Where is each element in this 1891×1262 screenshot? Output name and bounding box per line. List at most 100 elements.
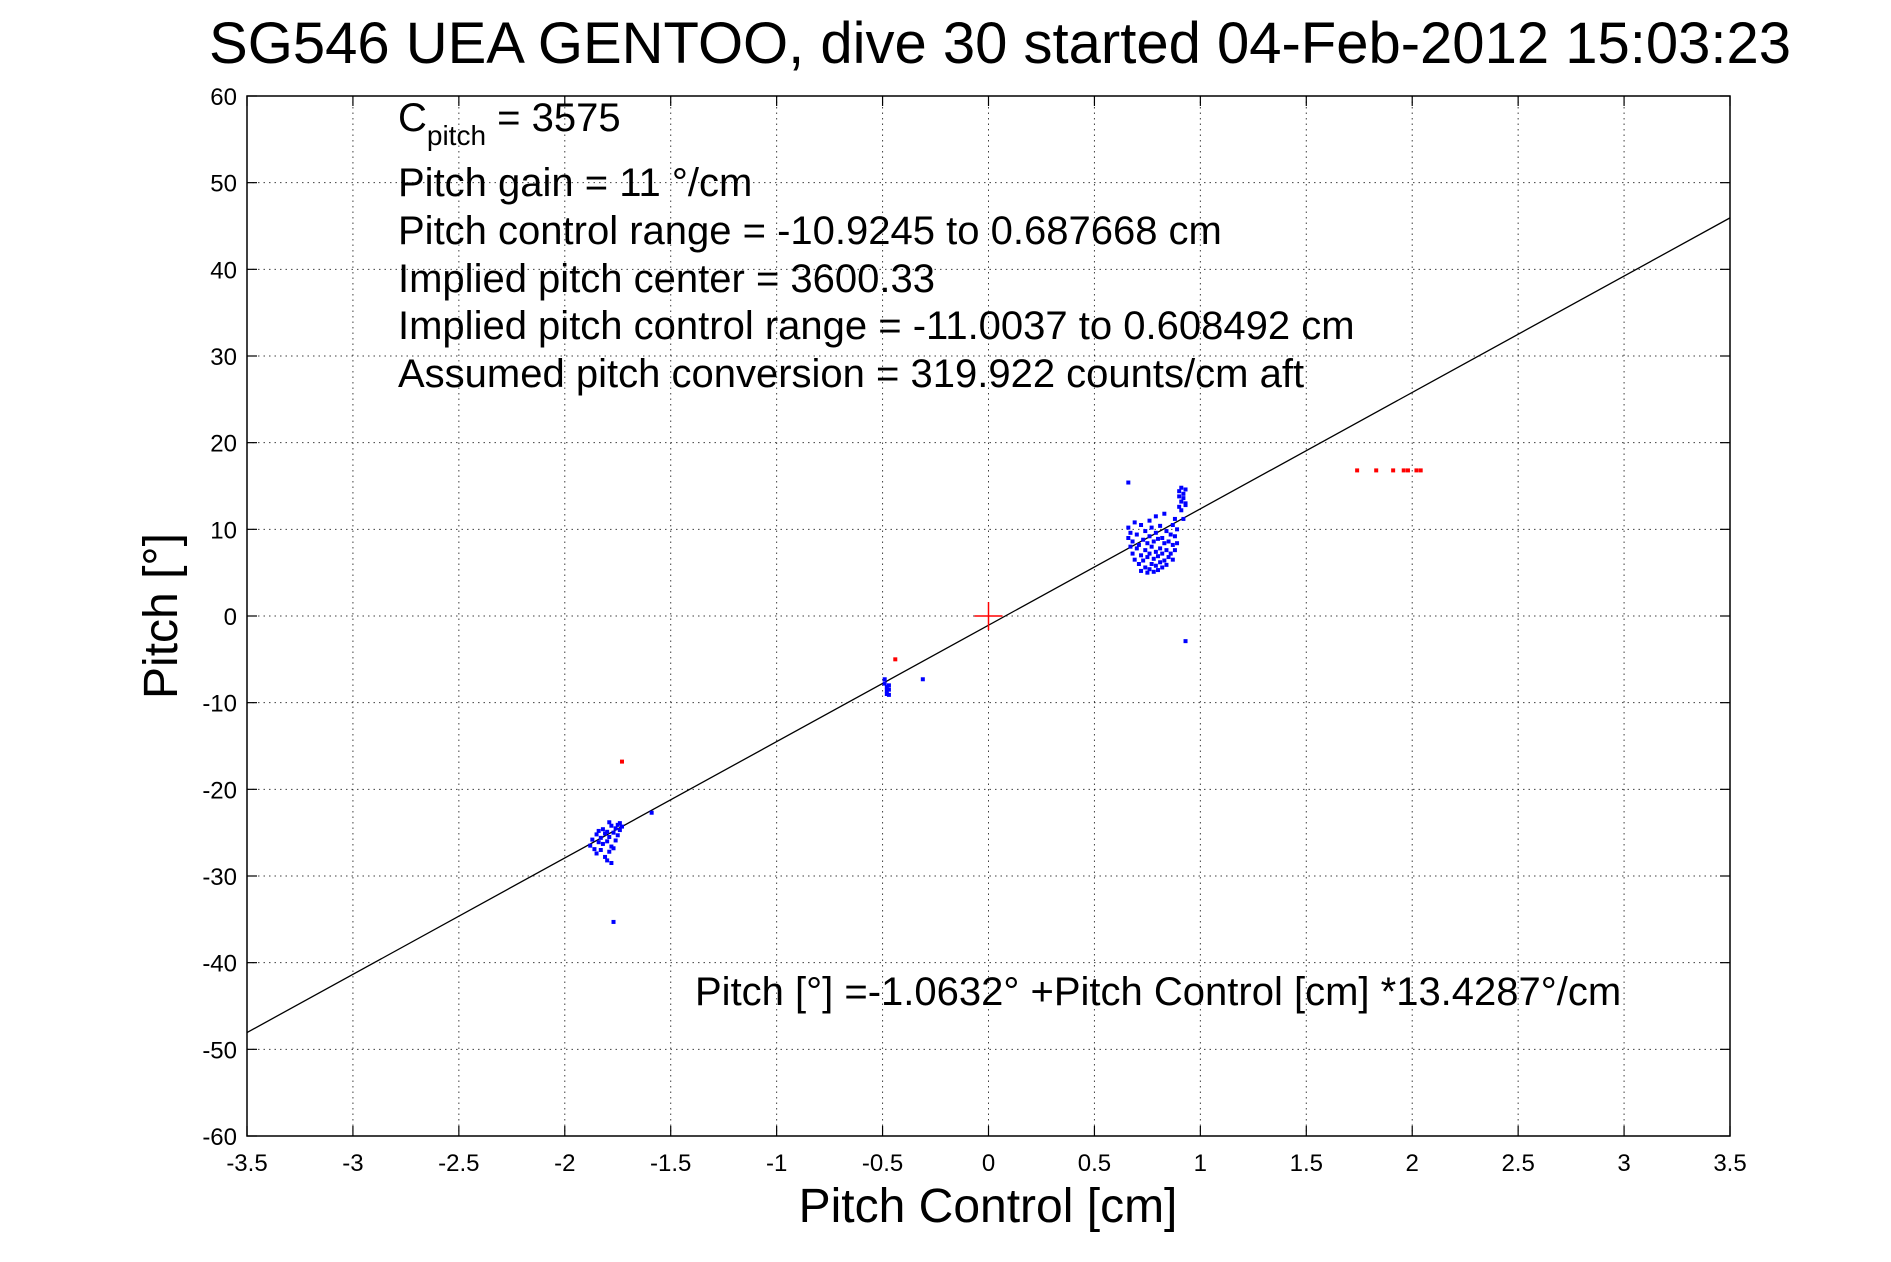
data-point [1134, 546, 1139, 551]
data-point [1136, 562, 1141, 566]
annotation-implied-range: Implied pitch control range = -11.0037 t… [398, 304, 1355, 348]
data-point [1149, 562, 1154, 566]
data-point [1181, 516, 1186, 521]
data-point [1183, 487, 1188, 492]
data-point [607, 849, 612, 854]
data-point [1145, 570, 1150, 575]
data-point [1151, 539, 1156, 544]
data-point [1179, 485, 1184, 490]
data-point [1170, 542, 1175, 547]
data-point [882, 681, 887, 686]
data-point [596, 828, 601, 833]
data-point [607, 820, 612, 825]
data-point [603, 831, 608, 836]
data-point [1155, 568, 1160, 573]
annotation-c-pitch-main: C [398, 96, 427, 140]
data-point [1153, 549, 1158, 554]
x-tick-label: -2.5 [438, 1150, 479, 1177]
data-point [1162, 558, 1167, 563]
data-point [1175, 527, 1180, 532]
data-point [603, 854, 608, 859]
x-tick-label: 0.5 [1078, 1150, 1111, 1177]
data-point [1160, 565, 1165, 570]
y-tick-label: 20 [210, 431, 237, 458]
data-point [886, 687, 891, 692]
data-point [1391, 468, 1396, 473]
data-point [1130, 551, 1135, 556]
data-point [605, 858, 610, 863]
data-point [609, 844, 614, 849]
x-tick-label: 1.5 [1290, 1150, 1323, 1177]
data-point [1160, 536, 1165, 540]
x-tick-label: -1.5 [650, 1150, 691, 1177]
y-tick-label: -10 [202, 691, 237, 718]
data-point [617, 821, 622, 826]
data-point [1170, 523, 1175, 527]
data-point [1128, 544, 1133, 549]
data-point [605, 839, 610, 844]
data-point [590, 837, 595, 842]
data-point [1136, 542, 1141, 547]
data-point [1153, 563, 1158, 568]
data-point [1179, 499, 1184, 504]
data-point [1181, 491, 1186, 496]
data-point [1162, 511, 1167, 516]
data-point [1158, 523, 1163, 528]
data-point [1414, 468, 1419, 473]
x-tick-label: -3.5 [226, 1150, 267, 1177]
data-point [1172, 516, 1177, 521]
data-point [884, 688, 889, 693]
data-point [1147, 534, 1152, 539]
data-point [1132, 520, 1137, 525]
data-point [884, 685, 889, 690]
data-point [886, 692, 891, 697]
data-point [1166, 555, 1171, 560]
data-point [1126, 536, 1131, 540]
data-point [1143, 529, 1148, 534]
data-point [1143, 565, 1148, 570]
y-tick-label: -40 [202, 951, 237, 978]
data-point [1164, 529, 1169, 534]
y-tick-label: 50 [210, 171, 237, 198]
data-point [1139, 553, 1144, 558]
x-tick-label: 2.5 [1501, 1150, 1534, 1177]
data-point [1130, 539, 1135, 544]
data-point [1418, 468, 1423, 473]
x-tick-label: 1 [1194, 1150, 1207, 1177]
x-tick-label: -1 [766, 1150, 787, 1177]
data-point [1160, 551, 1165, 556]
data-point [1149, 525, 1154, 530]
data-point [611, 919, 616, 924]
data-point [1151, 569, 1156, 574]
annotation-pitch-gain: Pitch gain = 11 °/cm [398, 161, 752, 205]
data-point [1153, 530, 1158, 535]
data-point [598, 848, 603, 852]
data-point [1172, 534, 1177, 539]
data-point [1168, 532, 1173, 537]
data-point [649, 810, 654, 815]
data-point [613, 838, 618, 843]
data-point [1155, 554, 1160, 559]
x-tick-label: -3 [342, 1150, 363, 1177]
data-point [1145, 541, 1150, 546]
data-point [1158, 560, 1163, 565]
data-point [1179, 508, 1184, 513]
data-points [588, 468, 1423, 924]
data-point [1126, 480, 1131, 485]
annotation-c-pitch-value: = 3575 [486, 96, 621, 140]
data-point [611, 846, 616, 851]
annotation-conversion: Assumed pitch conversion = 319.922 count… [398, 352, 1304, 396]
annotation-c-pitch: Cpitch = 3575 [398, 96, 621, 151]
y-axis-label: Pitch [°] [135, 533, 188, 699]
data-point [1128, 530, 1133, 535]
data-point [1132, 557, 1137, 562]
data-point [1151, 556, 1156, 561]
data-point [1141, 558, 1146, 563]
data-point [1168, 551, 1173, 556]
y-tick-label: -30 [202, 864, 237, 891]
y-tick-label: 30 [210, 344, 237, 371]
data-point [1164, 562, 1169, 567]
data-point [1147, 567, 1152, 572]
data-point [600, 841, 605, 846]
data-point [1126, 525, 1131, 530]
